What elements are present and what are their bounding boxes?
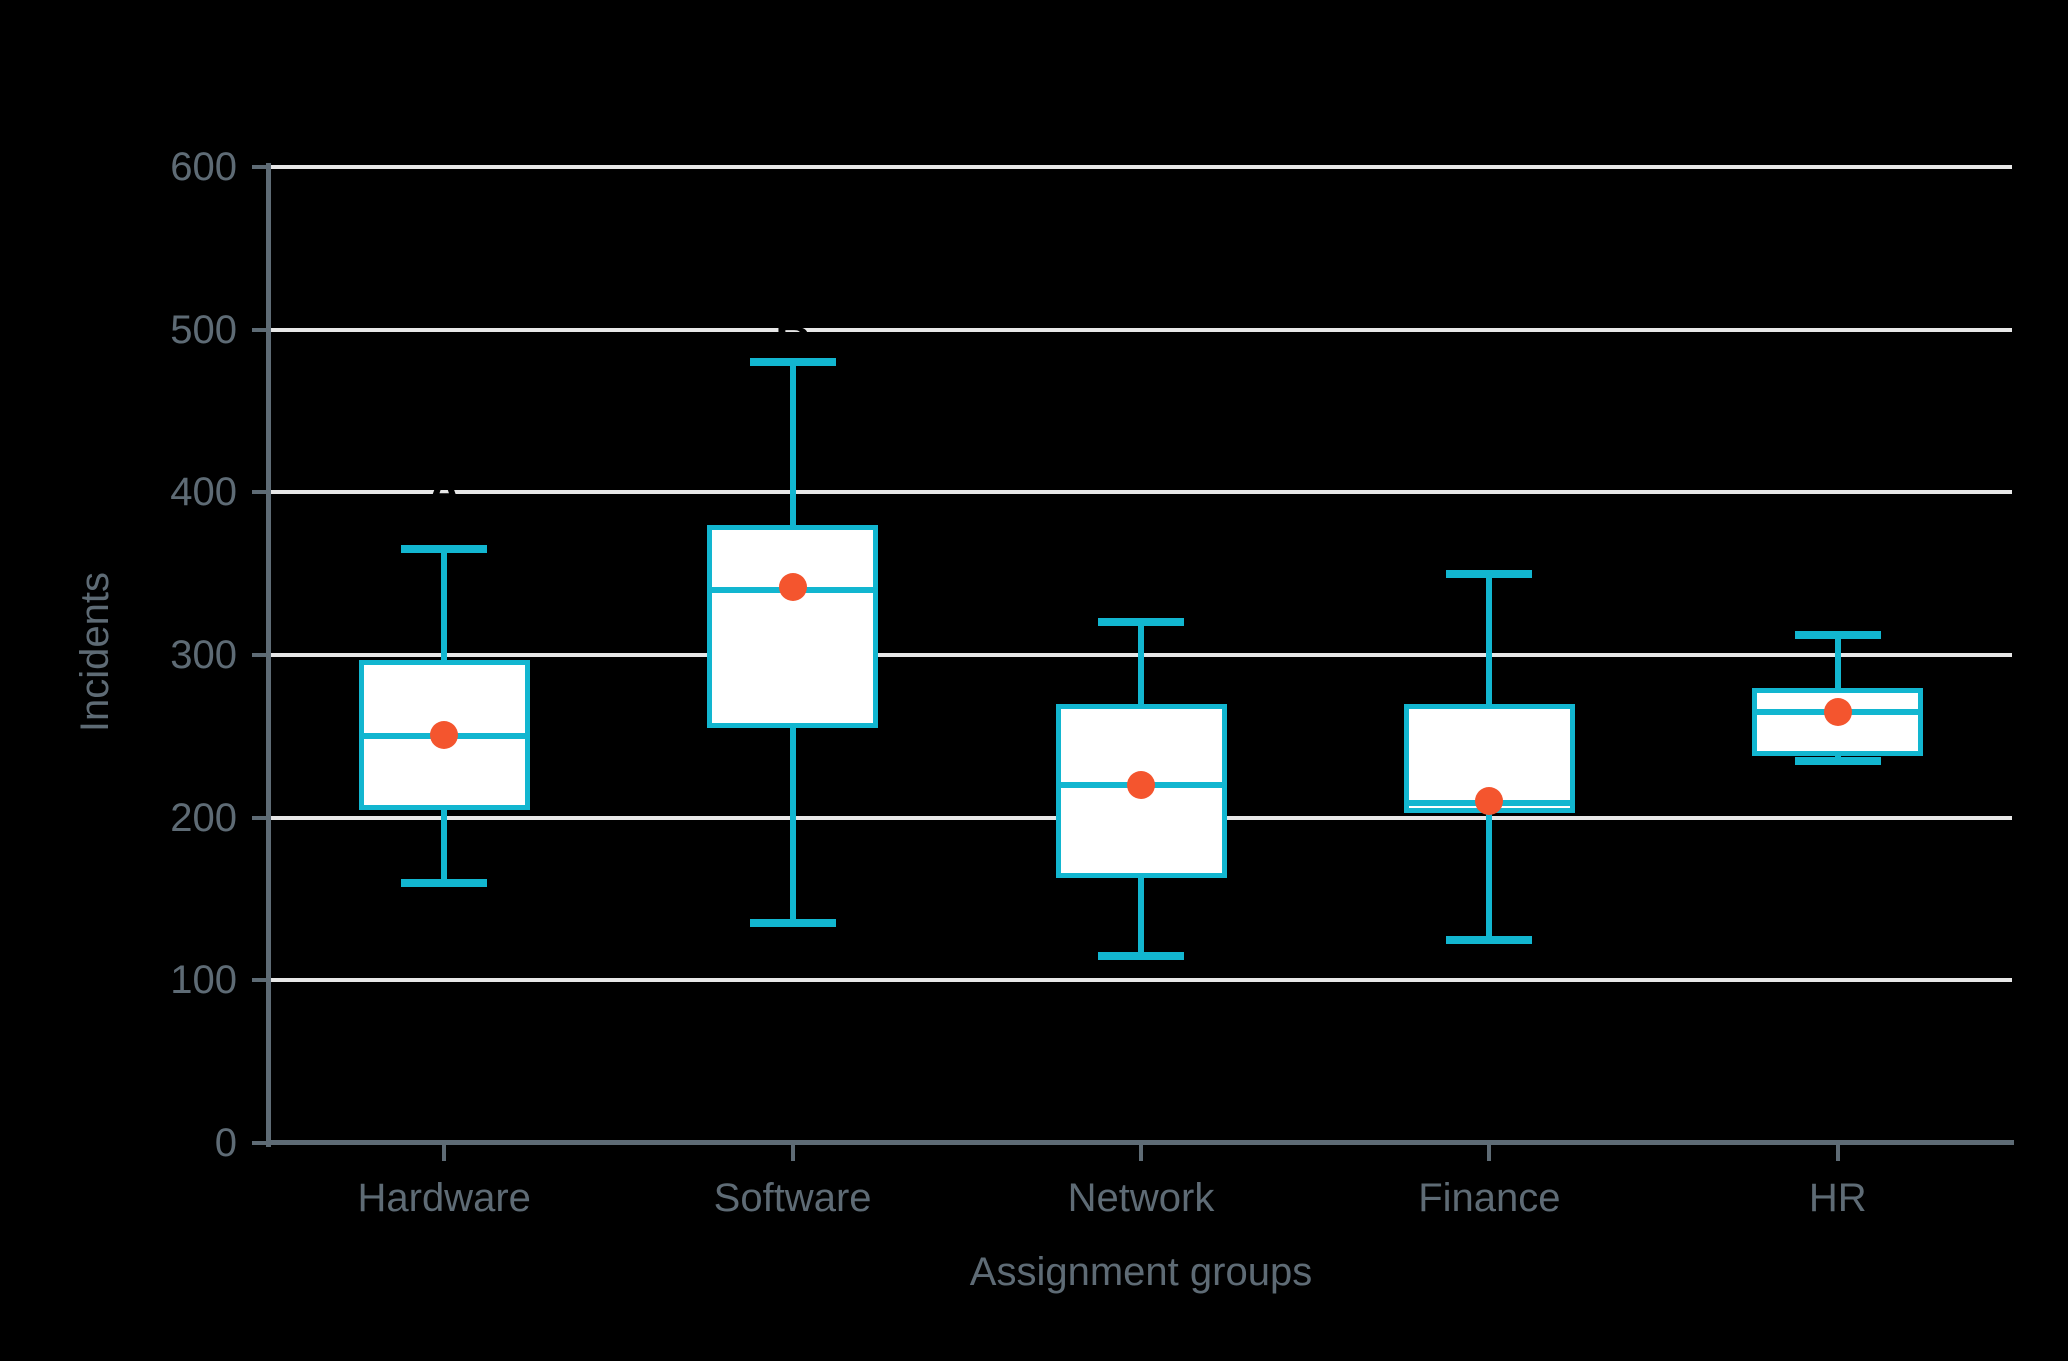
x-tickmark-Hardware — [442, 1145, 447, 1161]
upper-whisker-cap-Hardware — [401, 545, 488, 554]
box-Software — [707, 524, 879, 729]
upper-whisker-cap-HR — [1794, 631, 1881, 640]
y-tickmark-600 — [252, 165, 268, 169]
x-tickmark-HR — [1835, 1145, 1840, 1161]
y-tickmark-100 — [252, 978, 268, 983]
y-tick-label-300: 300 — [170, 633, 237, 677]
x-tickmark-Finance — [1487, 1145, 1492, 1161]
y-tickmark-0 — [252, 1141, 268, 1145]
upper-whisker-cap-Software — [749, 358, 836, 367]
lower-whisker-Finance — [1486, 812, 1493, 940]
gridline-600 — [270, 165, 2012, 169]
upper-whisker-Software — [789, 362, 796, 525]
y-tick-label-200: 200 — [170, 795, 237, 840]
lower-whisker-Software — [789, 728, 796, 924]
y-tick-label-100: 100 — [170, 958, 237, 1003]
lower-whisker-Network — [1138, 877, 1144, 956]
box-Finance — [1403, 703, 1575, 813]
mean-dot-Network — [1127, 771, 1155, 800]
lower-whisker-cap-Hardware — [401, 878, 488, 887]
upper-whisker-Network — [1138, 622, 1144, 704]
y-axis-line — [266, 163, 271, 1147]
annotation-A: A — [426, 465, 462, 519]
y-tickmark-300 — [252, 653, 268, 657]
y-tick-label-400: 400 — [170, 470, 237, 515]
x-cat-label-Finance: Finance — [1418, 1176, 1561, 1220]
upper-whisker-Hardware — [441, 549, 448, 660]
mean-dot-Hardware — [430, 720, 459, 749]
annotation-B: B — [775, 302, 810, 356]
lower-whisker-cap-Network — [1098, 951, 1184, 960]
lower-whisker-cap-Finance — [1446, 935, 1533, 944]
mean-dot-Finance — [1475, 787, 1504, 816]
y-tickmark-500 — [252, 327, 268, 332]
upper-whisker-HR — [1834, 635, 1841, 688]
x-tickmark-Network — [1139, 1145, 1143, 1161]
y-tickmark-400 — [252, 490, 268, 495]
gridline-500 — [270, 327, 2012, 332]
upper-whisker-cap-Finance — [1446, 569, 1533, 578]
x-axis-title: Assignment groups — [969, 1250, 1313, 1294]
x-tickmark-Software — [790, 1145, 795, 1161]
lower-whisker-Hardware — [441, 809, 448, 883]
gridline-400 — [270, 490, 2012, 495]
y-tickmark-200 — [252, 815, 268, 820]
lower-whisker-cap-HR — [1794, 756, 1881, 765]
x-axis-line — [266, 1140, 2014, 1145]
y-tick-label-500: 500 — [170, 307, 237, 352]
y-tick-label-0: 0 — [214, 1121, 237, 1165]
lower-whisker-cap-Software — [749, 919, 836, 928]
y-tick-label-600: 600 — [170, 145, 237, 189]
x-cat-label-Software: Software — [713, 1176, 872, 1220]
gridline-100 — [270, 978, 2012, 983]
mean-dot-HR — [1823, 697, 1852, 726]
x-cat-label-HR: HR — [1808, 1176, 1867, 1220]
x-cat-label-Network: Network — [1067, 1176, 1215, 1220]
mean-dot-Software — [778, 572, 807, 601]
x-cat-label-Hardware: Hardware — [357, 1176, 531, 1220]
upper-whisker-Finance — [1486, 573, 1493, 704]
upper-whisker-cap-Network — [1098, 618, 1184, 627]
